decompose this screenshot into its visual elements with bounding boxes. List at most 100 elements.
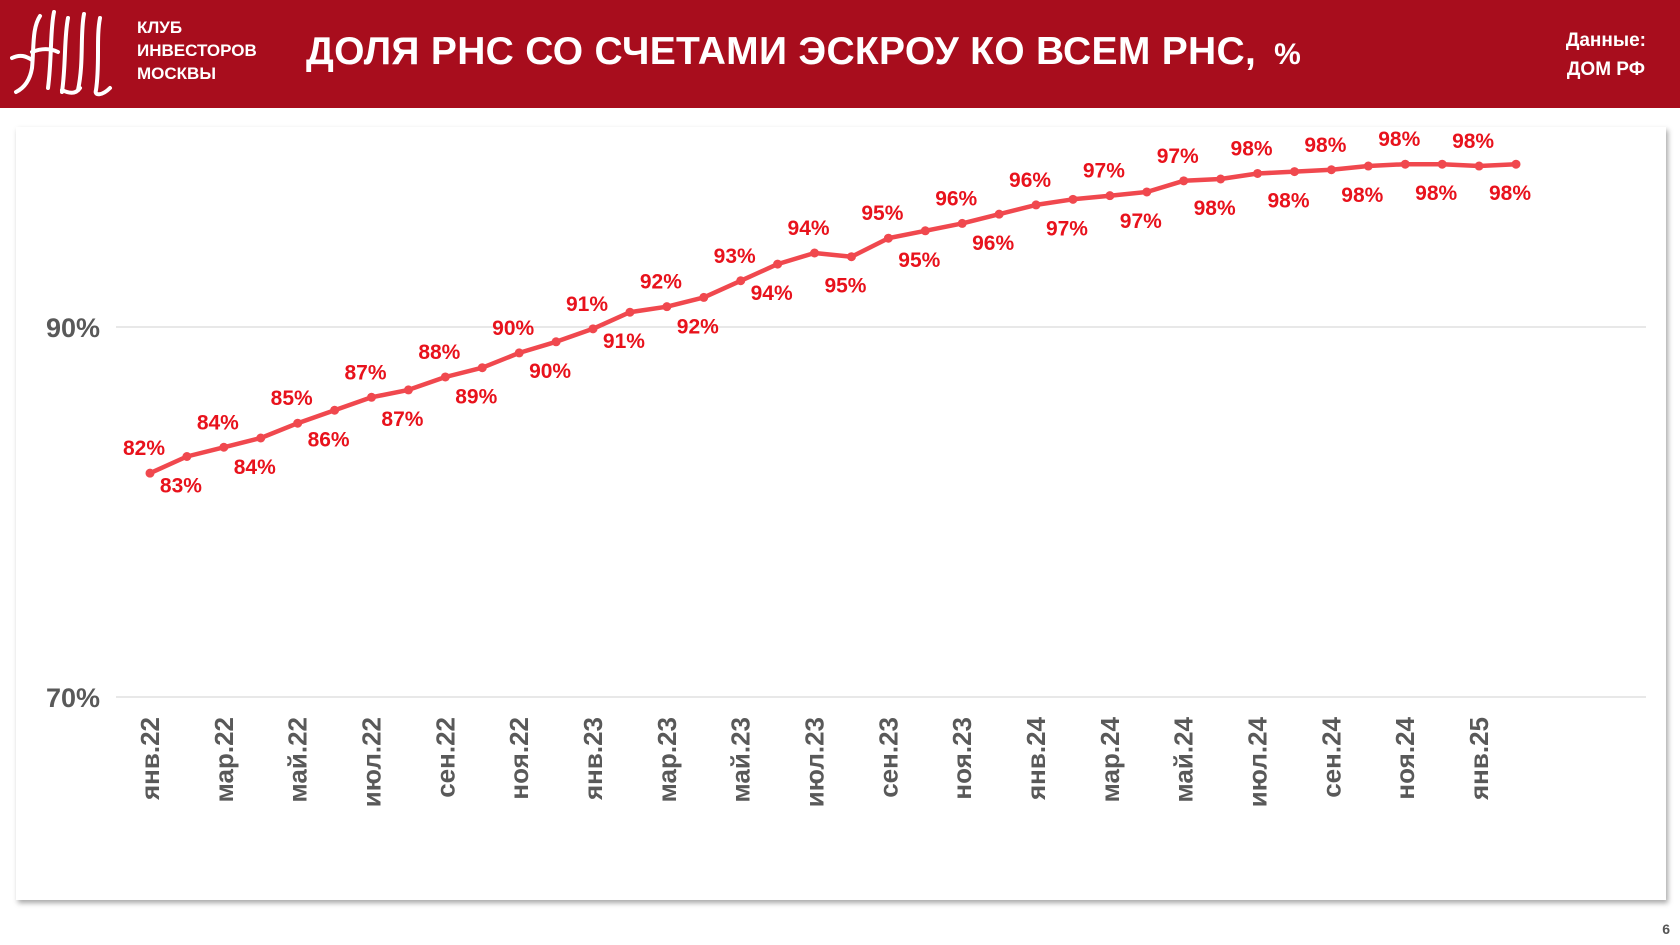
data-label: 95% bbox=[861, 202, 903, 225]
chart-panel: 70% 90% 82% 83% 84% 84% 85% 86% 87% 87% 88% 89% 90% 9… bbox=[16, 127, 1666, 900]
data-label: 85% bbox=[271, 387, 313, 410]
data-point bbox=[1031, 200, 1041, 210]
data-label: 96% bbox=[935, 187, 977, 210]
page-title: ДОЛЯ РНС СО СЧЕТАМИ ЭСКРОУ КО ВСЕМ РНС,% bbox=[306, 30, 1301, 74]
data-point bbox=[182, 452, 192, 461]
data-label: 93% bbox=[714, 245, 756, 268]
x-tick-label: июл.22 bbox=[357, 717, 387, 807]
x-tick-label: ноя.23 bbox=[947, 717, 977, 800]
data-label: 92% bbox=[640, 271, 682, 294]
data-point bbox=[514, 348, 524, 358]
data-label: 88% bbox=[418, 341, 460, 364]
data-point bbox=[810, 248, 820, 258]
data-point bbox=[1216, 174, 1226, 184]
data-point bbox=[846, 252, 856, 262]
data-source-label: Данные: bbox=[1565, 30, 1646, 51]
data-label: 97% bbox=[1083, 160, 1125, 183]
data-label: 87% bbox=[344, 361, 386, 384]
data-label: 98% bbox=[1415, 182, 1457, 205]
data-label: 83% bbox=[160, 475, 202, 498]
data-point bbox=[920, 226, 930, 236]
x-tick-label: сен.23 bbox=[873, 717, 903, 798]
y-tick-label: 70% bbox=[46, 683, 100, 713]
data-source: Данные: ДОМ РФ bbox=[1566, 26, 1646, 84]
data-point bbox=[773, 259, 783, 269]
data-point bbox=[1105, 191, 1115, 201]
data-label: 90% bbox=[492, 317, 534, 340]
data-point bbox=[699, 292, 709, 302]
club-name-line: ИНВЕСТОРОВ bbox=[137, 41, 257, 60]
data-point bbox=[1363, 161, 1373, 171]
x-tick-label: май.22 bbox=[283, 717, 313, 802]
data-label: 97% bbox=[1157, 145, 1199, 168]
x-tick-label: янв.24 bbox=[1021, 716, 1051, 801]
data-label: 84% bbox=[197, 411, 239, 434]
x-tick-label: янв.22 bbox=[135, 717, 165, 801]
data-label: 91% bbox=[603, 330, 645, 353]
data-point bbox=[293, 418, 303, 428]
x-tick-label: янв.23 bbox=[578, 717, 608, 801]
data-label: 94% bbox=[788, 217, 830, 240]
data-point bbox=[883, 233, 893, 243]
data-label: 96% bbox=[972, 232, 1014, 255]
data-point bbox=[1474, 161, 1484, 171]
club-name: КЛУБ ИНВЕСТОРОВ МОСКВЫ bbox=[137, 16, 257, 85]
data-point bbox=[957, 218, 967, 228]
data-point bbox=[219, 442, 229, 452]
data-label: 98% bbox=[1267, 190, 1309, 213]
x-tick-label: янв.25 bbox=[1464, 717, 1494, 801]
data-label: 91% bbox=[566, 293, 608, 316]
x-tick-label: июл.23 bbox=[800, 717, 830, 807]
data-point bbox=[1253, 168, 1263, 178]
x-tick-label: ноя.24 bbox=[1390, 716, 1420, 799]
data-label: 97% bbox=[1046, 217, 1088, 240]
data-label: 82% bbox=[123, 437, 165, 460]
line-chart: 70% 90% 82% 83% 84% 84% 85% 86% 87% 87% 88% 89% 90% 9… bbox=[46, 128, 1646, 807]
data-label: 84% bbox=[234, 456, 276, 479]
data-point bbox=[1400, 159, 1410, 169]
data-point bbox=[1437, 159, 1447, 169]
series-line bbox=[147, 161, 1519, 476]
data-point bbox=[662, 302, 672, 312]
x-tick-label: мар.22 bbox=[209, 717, 239, 802]
data-label: 98% bbox=[1304, 134, 1346, 157]
x-tick-label: сен.24 bbox=[1316, 716, 1346, 797]
data-label: 98% bbox=[1341, 184, 1383, 207]
data-label: 98% bbox=[1489, 182, 1531, 205]
data-label: 98% bbox=[1194, 197, 1236, 220]
x-tick-label: май.23 bbox=[726, 717, 756, 802]
data-label: 90% bbox=[529, 360, 571, 383]
x-tick-label: май.24 bbox=[1169, 716, 1199, 802]
data-point bbox=[1068, 194, 1078, 204]
x-tick-label: сен.22 bbox=[430, 717, 460, 798]
data-label: 98% bbox=[1231, 137, 1273, 160]
data-point bbox=[551, 337, 561, 347]
x-tick-label: ноя.22 bbox=[504, 717, 534, 800]
data-label: 89% bbox=[455, 386, 497, 409]
data-label: 87% bbox=[381, 408, 423, 431]
x-tick-label: июл.24 bbox=[1243, 716, 1273, 807]
data-point bbox=[330, 405, 340, 415]
data-label: 95% bbox=[824, 275, 866, 298]
data-point bbox=[145, 468, 155, 478]
y-tick-label: 90% bbox=[46, 313, 100, 343]
data-point bbox=[1289, 167, 1299, 177]
data-point bbox=[736, 276, 746, 286]
data-label: 96% bbox=[1009, 169, 1051, 192]
header-bar: КЛУБ ИНВЕСТОРОВ МОСКВЫ ДОЛЯ РНС СО СЧЕТА… bbox=[0, 0, 1680, 108]
data-point bbox=[1326, 165, 1336, 175]
club-name-line: МОСКВЫ bbox=[137, 64, 216, 83]
data-label: 92% bbox=[677, 315, 719, 338]
data-point bbox=[625, 307, 635, 317]
data-label: 95% bbox=[898, 249, 940, 272]
page-number: 6 bbox=[1662, 921, 1670, 937]
data-point bbox=[403, 385, 413, 395]
data-point bbox=[994, 209, 1004, 219]
data-label: 97% bbox=[1120, 210, 1162, 233]
data-point bbox=[1511, 159, 1521, 169]
data-label: 86% bbox=[308, 428, 350, 451]
data-point bbox=[477, 363, 487, 373]
page-title-text: ДОЛЯ РНС СО СЧЕТАМИ ЭСКРОУ КО ВСЕМ РНС, bbox=[306, 30, 1257, 73]
data-point bbox=[440, 372, 450, 382]
data-source-value: ДОМ РФ bbox=[1566, 59, 1645, 80]
